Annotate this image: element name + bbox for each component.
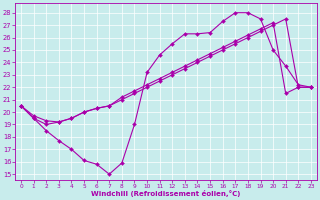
- X-axis label: Windchill (Refroidissement éolien,°C): Windchill (Refroidissement éolien,°C): [91, 190, 241, 197]
